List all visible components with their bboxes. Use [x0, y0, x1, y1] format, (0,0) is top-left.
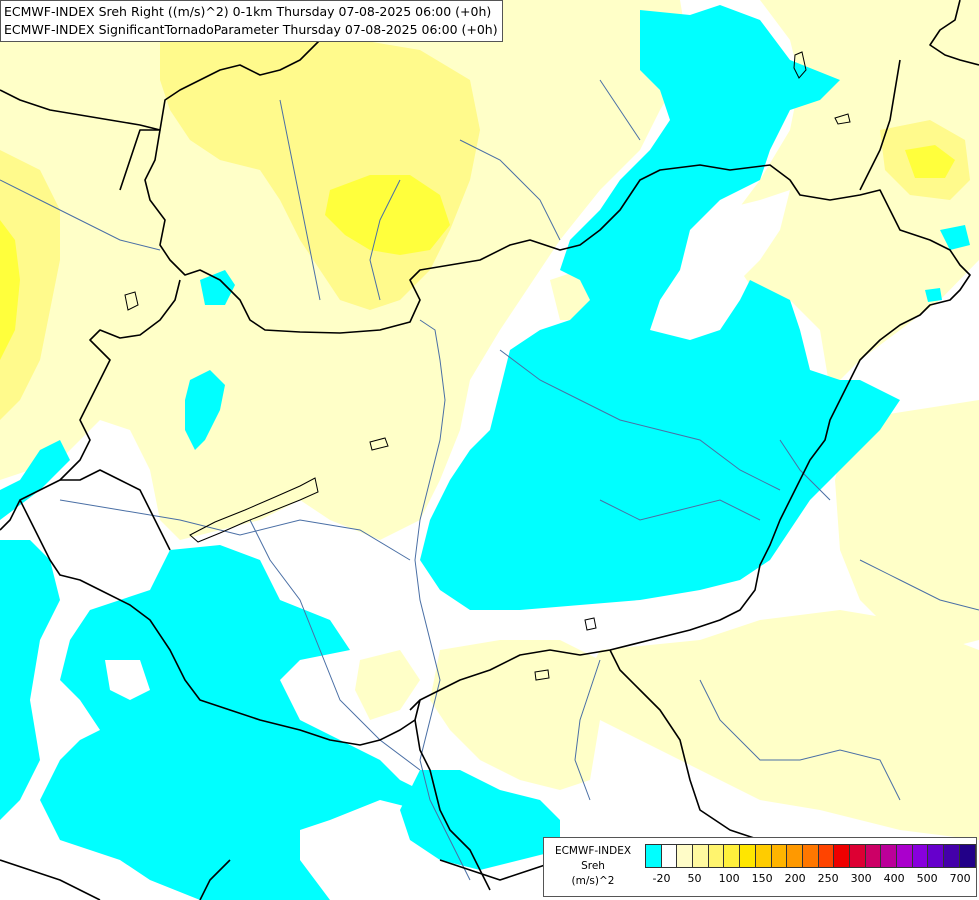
legend-tick-label: 700: [949, 872, 971, 885]
color-legend: ECMWF-INDEX Sreh (m/s)^2 -20 50 100 150 200 2…: [543, 837, 977, 897]
legend-swatch: [724, 845, 741, 867]
legend-swatch: [897, 845, 913, 867]
legend-ticks: -20 50 100 150 200 250 300 400 500 700: [645, 872, 975, 888]
legend-swatch: [912, 845, 929, 867]
legend-tick-label: -20: [652, 872, 671, 885]
legend-swatch: [881, 845, 897, 867]
legend-tick-label: 300: [850, 872, 872, 885]
legend-swatch: [661, 845, 678, 867]
legend-parameter: Sreh: [581, 860, 605, 872]
sreh-contour-negative: [0, 5, 970, 900]
legend-swatch: [802, 845, 819, 867]
legend-swatch: [646, 845, 662, 867]
lake-small-2: [793, 51, 807, 79]
lake-small-6: [534, 669, 550, 681]
legend-swatches: [645, 844, 977, 868]
legend-swatch: [944, 845, 960, 867]
legend-swatch: [928, 845, 945, 867]
legend-tick-label: 400: [883, 872, 905, 885]
lake-small-5: [124, 291, 139, 311]
legend-swatch: [959, 845, 976, 867]
legend-swatch: [771, 845, 788, 867]
lakes: [124, 51, 851, 681]
legend-tick-label: 100: [718, 872, 740, 885]
legend-tick-label: 500: [916, 872, 938, 885]
legend-swatch: [693, 845, 709, 867]
legend-label: ECMWF-INDEX Sreh (m/s)^2: [544, 844, 642, 889]
sreh-contour-zero-gaps: [105, 190, 790, 700]
legend-swatch: [849, 845, 866, 867]
sreh-contour-150-200: [0, 145, 955, 360]
legend-swatch: [677, 845, 694, 867]
legend-swatch: [740, 845, 756, 867]
legend-swatch: [818, 845, 835, 867]
legend-tick-label: 250: [817, 872, 839, 885]
lake-balaton: [189, 477, 319, 543]
title-line-sreh: ECMWF-INDEX Sreh Right ((m/s)^2) 0-1km T…: [4, 4, 492, 19]
legend-swatch: [755, 845, 772, 867]
legend-tick-label: 150: [751, 872, 773, 885]
legend-tick-label: 200: [784, 872, 806, 885]
lake-small-1: [369, 437, 389, 451]
legend-swatch: [787, 845, 803, 867]
rivers: [0, 79, 979, 881]
title-line-stp: ECMWF-INDEX SignificantTornadoParameter …: [4, 22, 498, 37]
lake-small-3: [834, 113, 851, 125]
legend-unit: (m/s)^2: [571, 875, 615, 887]
legend-swatch: [865, 845, 882, 867]
lake-small-4: [584, 617, 597, 631]
legend-tick-label: 50: [687, 872, 702, 885]
map-title: ECMWF-INDEX Sreh Right ((m/s)^2) 0-1km T…: [0, 0, 503, 42]
legend-swatch: [708, 845, 725, 867]
legend-model: ECMWF-INDEX: [554, 845, 632, 857]
legend-swatch: [834, 845, 850, 867]
